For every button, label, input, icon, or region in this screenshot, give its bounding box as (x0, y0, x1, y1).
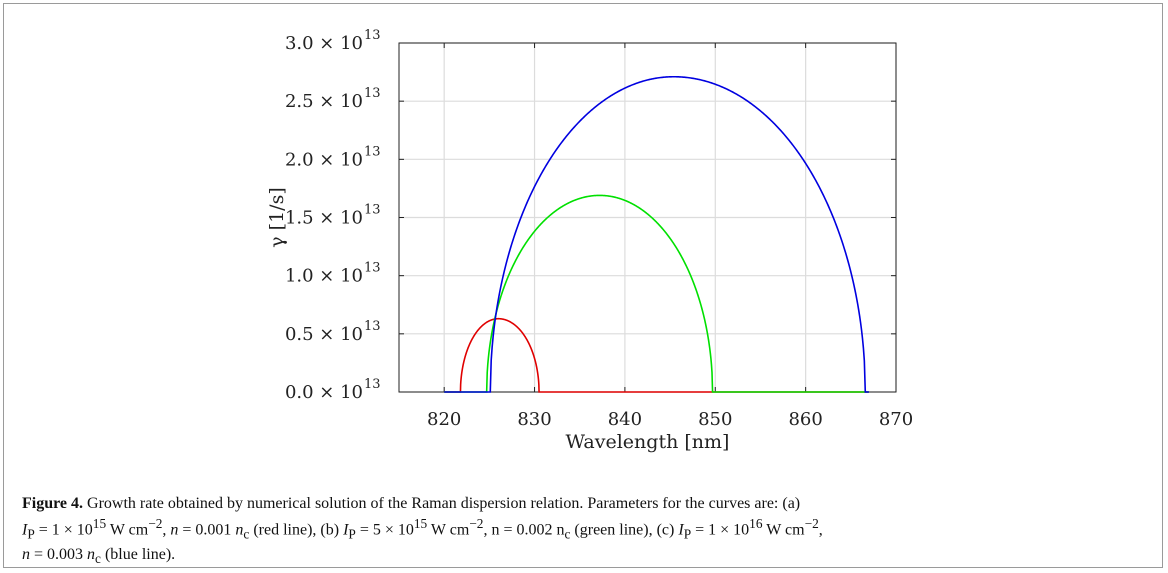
caption-b-exp: 15 (413, 516, 428, 531)
x-tick-label: 850 (698, 409, 732, 430)
x-tick-label: 860 (788, 409, 822, 430)
caption-c-n: , (818, 521, 823, 539)
caption-a-unit-exp: −2 (148, 516, 163, 531)
caption-b-n: , n = 0.002 n (483, 521, 565, 539)
y-tick-label: 1.0 × 10 (285, 266, 363, 287)
y-tick-exponent: 13 (364, 144, 381, 159)
y-tick-label: 2.5 × 10 (285, 91, 363, 112)
caption-text: Growth rate obtained by numerical soluti… (83, 495, 801, 512)
caption-c-sub-p: P (683, 526, 692, 542)
caption-a-exp: 15 (92, 516, 107, 531)
caption-line3-tail: (blue line). (100, 545, 176, 563)
caption-c-unit-exp: −2 (804, 516, 819, 531)
caption-b-i: I (343, 521, 349, 539)
x-tick-label: 840 (608, 409, 642, 430)
series-blue-line (444, 75, 869, 393)
y-tick-label: 1.5 × 10 (285, 208, 363, 229)
caption-a-i: I (22, 521, 28, 539)
x-tick-label: 830 (517, 409, 551, 430)
caption-line3-sub: c (95, 550, 101, 566)
caption-c-unit: W cm (762, 521, 805, 539)
y-tick-label: 0.5 × 10 (285, 324, 363, 345)
figure-frame (3, 3, 1163, 568)
caption-c-exp: 16 (749, 516, 763, 531)
caption-a-n: , n = 0.001 n (162, 521, 244, 539)
y-tick-exponent: 13 (364, 261, 381, 276)
caption-a-tail: (red line), (b) (249, 521, 344, 539)
x-tick-label: 870 (879, 409, 913, 430)
caption-line3-n: n = 0.003 n (22, 545, 96, 563)
caption-a-unit: W cm (106, 521, 149, 539)
y-tick-exponent: 13 (364, 28, 381, 43)
caption-label: Figure 4. (22, 495, 84, 512)
series-green-line (444, 194, 869, 393)
y-tick-label: 0.0 × 10 (285, 382, 363, 403)
caption-a-eq: = 1 × 10 (34, 521, 93, 539)
caption-b-tail: (green line), (c) (570, 521, 679, 539)
caption-b-eq: = 5 × 10 (355, 521, 414, 539)
caption-a-sub-c: c (243, 526, 250, 542)
y-tick-exponent: 13 (364, 203, 381, 218)
x-tick-label: 820 (427, 409, 461, 430)
caption-b-unit-exp: −2 (469, 516, 484, 531)
caption-a-sub: P (27, 526, 35, 542)
y-tick-exponent: 13 (364, 86, 381, 101)
caption-c-i: I (678, 521, 684, 539)
caption-b-sub-p: P (348, 526, 356, 542)
y-axis-label: γ [1/s] (266, 187, 288, 247)
y-tick-label: 2.0 × 10 (285, 149, 363, 170)
series-red-line (444, 317, 869, 393)
y-tick-exponent: 13 (364, 319, 381, 334)
caption-b-sub-c: c (564, 526, 571, 542)
figure-caption: Figure 4. Growth rate obtained by numeri… (22, 494, 1148, 569)
y-tick-label: 3.0 × 10 (285, 33, 363, 54)
caption-c-eq: = 1 × 10 (691, 521, 750, 539)
x-axis-label: Wavelength [nm] (566, 431, 730, 453)
y-tick-exponent: 13 (364, 377, 381, 392)
caption-b-unit: W cm (427, 521, 470, 539)
